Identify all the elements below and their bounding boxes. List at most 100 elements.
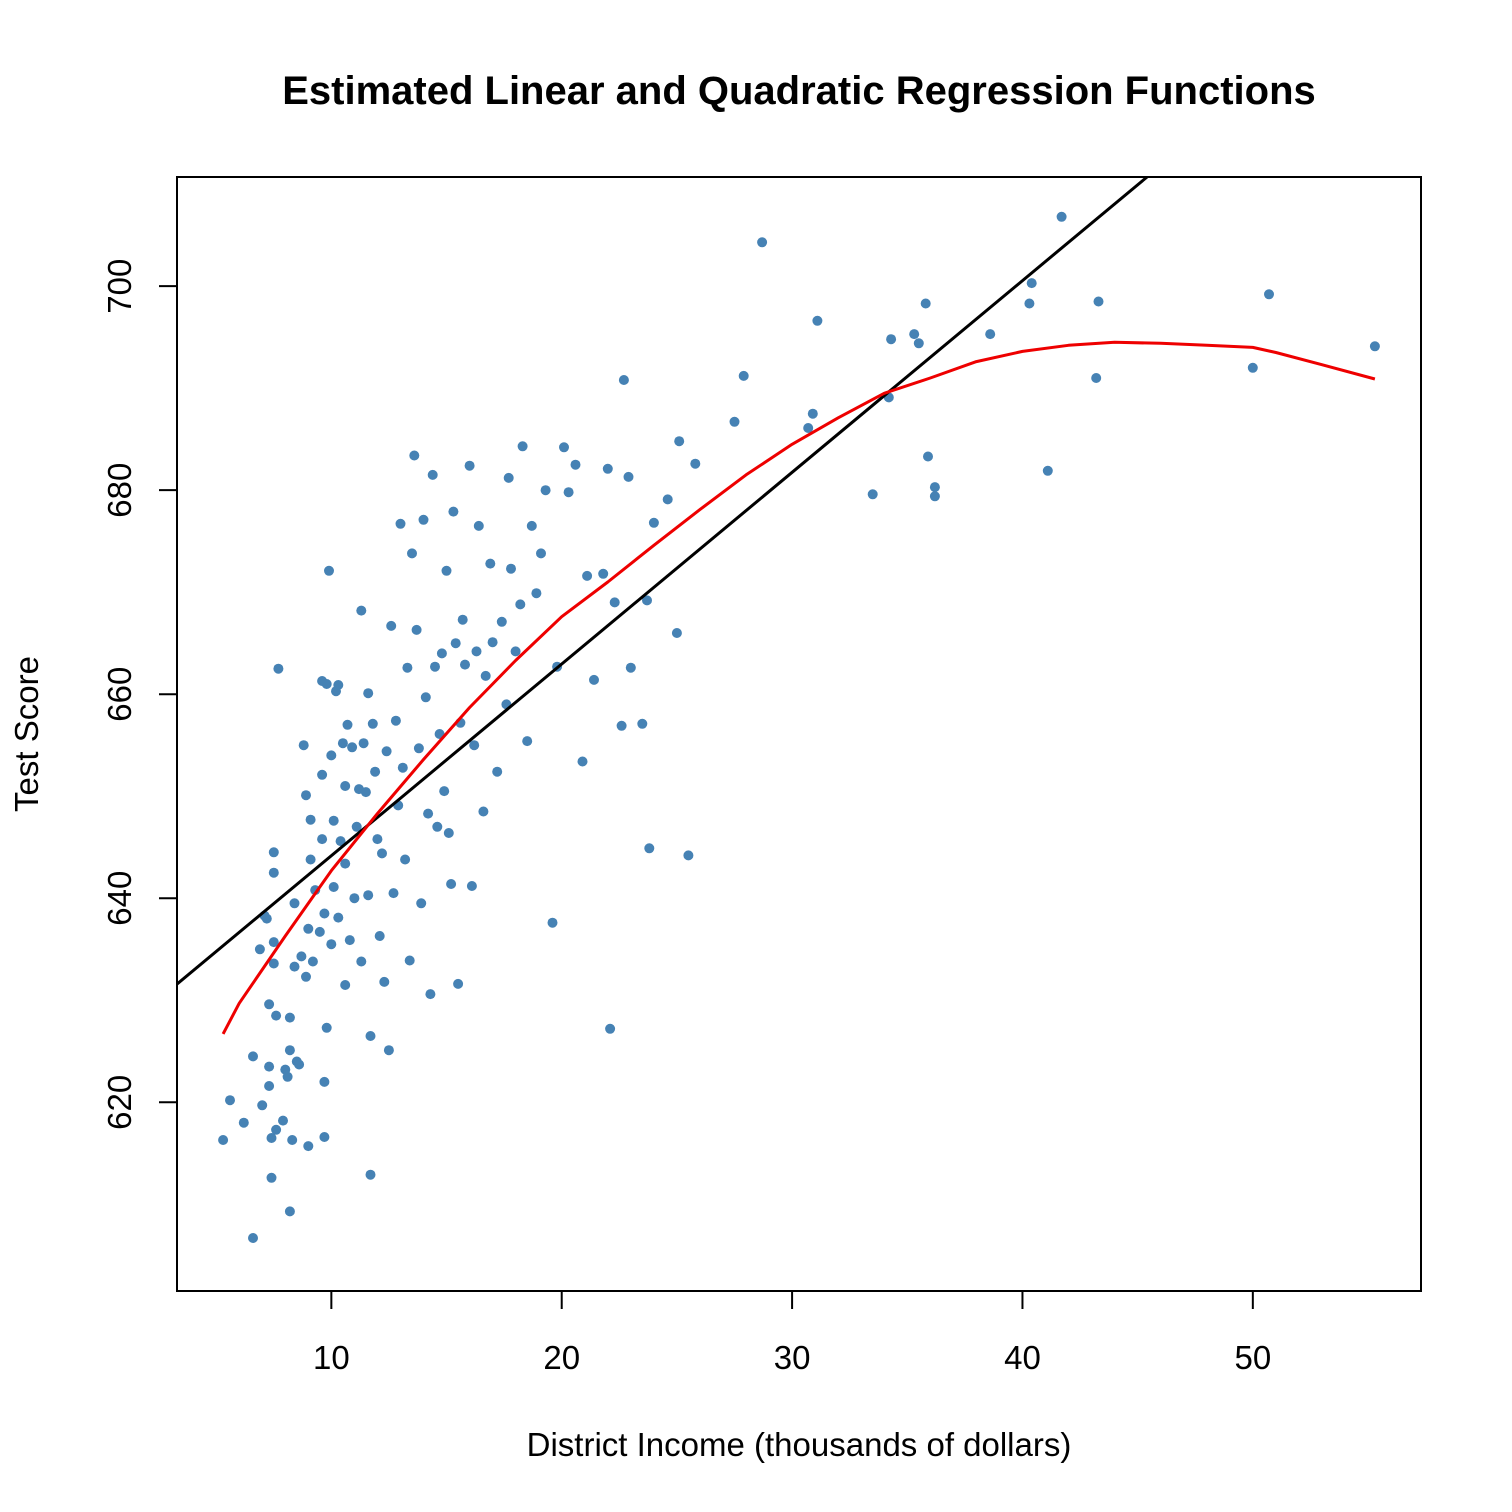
data-point bbox=[363, 688, 374, 699]
data-point bbox=[418, 514, 429, 525]
data-point bbox=[1247, 362, 1258, 373]
data-point bbox=[547, 917, 558, 928]
data-point bbox=[317, 769, 328, 780]
data-point bbox=[1264, 289, 1274, 300]
data-point bbox=[296, 951, 307, 962]
data-point bbox=[443, 828, 454, 838]
data-point bbox=[485, 558, 496, 569]
data-point bbox=[473, 520, 484, 531]
data-point bbox=[268, 958, 279, 969]
data-point bbox=[427, 469, 438, 480]
data-point bbox=[303, 1141, 314, 1152]
data-point bbox=[605, 1023, 616, 1034]
data-point bbox=[517, 441, 528, 452]
data-point bbox=[342, 719, 353, 730]
data-point bbox=[1093, 296, 1104, 307]
data-point bbox=[886, 334, 897, 345]
data-point bbox=[282, 1071, 293, 1082]
data-point bbox=[662, 494, 673, 505]
data-point bbox=[347, 742, 358, 753]
plot-frame bbox=[176, 176, 1422, 1292]
data-point bbox=[582, 570, 593, 581]
data-point bbox=[515, 599, 526, 610]
data-point bbox=[264, 1081, 275, 1091]
data-point bbox=[616, 720, 627, 731]
scatter-points bbox=[218, 211, 1380, 1243]
data-point bbox=[807, 408, 818, 419]
data-point bbox=[356, 956, 367, 967]
data-point bbox=[305, 814, 316, 825]
data-point bbox=[420, 692, 431, 703]
data-point bbox=[377, 848, 387, 859]
data-point bbox=[328, 882, 339, 892]
data-point bbox=[1026, 278, 1037, 289]
y-tick-label: 620 bbox=[101, 1075, 138, 1130]
data-point bbox=[284, 1206, 295, 1217]
x-axis-label: District Income (thousands of dollars) bbox=[527, 1426, 1072, 1463]
data-point bbox=[404, 955, 415, 966]
data-point bbox=[340, 781, 351, 791]
data-point bbox=[287, 1135, 298, 1145]
linear-regression-line bbox=[177, 177, 1150, 986]
x-tick-label: 20 bbox=[543, 1339, 580, 1376]
data-point bbox=[395, 518, 406, 529]
data-point bbox=[271, 1010, 282, 1021]
data-point bbox=[340, 858, 351, 869]
data-point bbox=[266, 1172, 277, 1183]
data-point bbox=[321, 1022, 332, 1033]
data-point bbox=[738, 370, 749, 381]
y-tick-label: 700 bbox=[101, 259, 138, 314]
data-point bbox=[326, 750, 337, 761]
data-point bbox=[464, 460, 475, 471]
data-point bbox=[671, 628, 682, 638]
data-point bbox=[284, 1045, 295, 1056]
data-point bbox=[324, 565, 334, 576]
data-point bbox=[570, 459, 581, 470]
data-point bbox=[321, 679, 332, 689]
data-point bbox=[478, 806, 489, 817]
data-point bbox=[411, 624, 422, 635]
data-point bbox=[351, 821, 362, 832]
data-point bbox=[413, 743, 424, 754]
data-point bbox=[929, 482, 940, 493]
data-point bbox=[526, 520, 537, 531]
data-point bbox=[307, 956, 318, 967]
data-point bbox=[314, 926, 325, 937]
data-point bbox=[319, 1076, 330, 1087]
data-point bbox=[929, 491, 940, 502]
data-point bbox=[298, 740, 309, 751]
data-point bbox=[301, 971, 311, 982]
data-point bbox=[690, 458, 701, 469]
data-point bbox=[492, 766, 503, 777]
data-point bbox=[683, 850, 694, 861]
data-point bbox=[268, 937, 279, 948]
data-point bbox=[333, 680, 344, 690]
data-point bbox=[510, 646, 521, 657]
data-point bbox=[416, 898, 427, 909]
data-point bbox=[268, 847, 279, 858]
data-point bbox=[536, 548, 546, 559]
data-point bbox=[625, 662, 636, 673]
data-point bbox=[388, 888, 399, 899]
data-point bbox=[360, 787, 371, 798]
data-point bbox=[301, 790, 311, 801]
data-point bbox=[450, 638, 461, 649]
data-point bbox=[602, 463, 613, 474]
data-point bbox=[812, 315, 823, 326]
data-point bbox=[340, 980, 351, 990]
data-point bbox=[402, 662, 413, 673]
data-point bbox=[271, 1124, 282, 1135]
data-point bbox=[238, 1117, 249, 1128]
y-tick-label: 680 bbox=[101, 463, 138, 518]
data-point bbox=[577, 756, 588, 767]
data-point bbox=[540, 485, 551, 496]
data-point bbox=[303, 923, 314, 934]
y-tick-label: 660 bbox=[101, 667, 138, 722]
data-point bbox=[1369, 341, 1380, 352]
data-point bbox=[372, 834, 383, 845]
data-point bbox=[503, 472, 514, 483]
data-point bbox=[453, 978, 464, 989]
data-point bbox=[609, 597, 620, 608]
data-point bbox=[757, 237, 768, 248]
